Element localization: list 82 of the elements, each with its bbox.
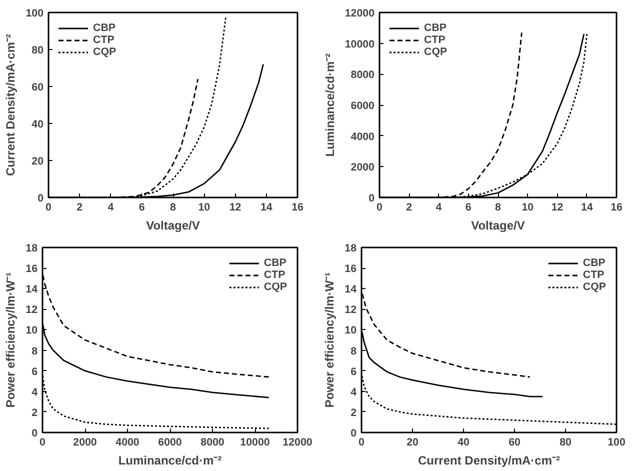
legend-label: CTP (93, 34, 114, 46)
y-tick-label: 14 (26, 284, 38, 296)
y-tick-label: 0 (38, 192, 44, 204)
y-tick-label: 8000 (350, 69, 375, 82)
y-tick-label: 80 (32, 44, 44, 56)
y-tick-label: 20 (32, 156, 44, 168)
y-tick-label: 18 (344, 242, 357, 254)
y-tick-label: 12 (26, 304, 38, 316)
legend-label: CBP (424, 22, 446, 34)
x-tick-label: 2000 (73, 436, 97, 448)
legend-label: CTP (582, 269, 604, 281)
x-tick-label: 100 (608, 436, 626, 448)
y-tick-label: 6 (350, 366, 357, 378)
y-axis-title: Luminance/cd·m⁻² (322, 53, 337, 157)
y-tick-label: 12 (344, 304, 357, 316)
x-tick-label: 0 (46, 202, 52, 214)
x-tick-label: 4000 (116, 436, 140, 448)
x-tick-label: 80 (560, 436, 572, 448)
y-axis-title: Current Density/mA·cm⁻² (4, 34, 18, 176)
y-tick-label: 0 (32, 428, 38, 440)
x-tick-label: 14 (260, 202, 272, 214)
legend-label: CQP (93, 46, 116, 58)
x-tick-label: 16 (610, 202, 622, 214)
x-axis-title: Voltage/V (146, 218, 200, 232)
x-tick-label: 12 (551, 202, 564, 214)
x-tick-label: 0 (376, 202, 383, 214)
y-tick-label: 8 (32, 345, 38, 358)
y-tick-label: 2000 (350, 162, 375, 174)
y-tick-label: 10 (344, 324, 357, 337)
x-tick-label: 10 (522, 202, 534, 214)
x-tick-label: 14 (580, 202, 593, 214)
y-tick-label: 2 (32, 406, 38, 419)
x-tick-label: 8000 (200, 436, 224, 448)
legend-label: CTP (264, 269, 286, 281)
x-tick-label: 16 (292, 202, 304, 214)
y-tick-label: 12000 (344, 8, 375, 20)
x-axis-title: Voltage/V (471, 218, 525, 232)
y-axis-title: Power efficiency/lm·W⁻¹ (4, 272, 18, 408)
legend-label: CQP (424, 46, 448, 58)
legend-label: CBP (582, 257, 606, 269)
y-tick-label: 40 (32, 118, 44, 130)
y-tick-label: 10000 (344, 38, 375, 50)
x-tick-label: 40 (458, 436, 470, 448)
x-tick-label: 8 (495, 202, 502, 214)
legend-label: CBP (93, 22, 116, 34)
y-tick-label: 4000 (350, 130, 375, 143)
x-tick-label: 2 (76, 202, 83, 214)
x-axis-title: Luminance/cd·m⁻² (118, 454, 222, 468)
x-tick-label: 60 (508, 436, 520, 448)
legend-label: CBP (264, 257, 286, 269)
x-tick-label: 20 (406, 436, 418, 448)
legend-label: CQP (264, 281, 287, 293)
x-tick-label: 6 (138, 202, 145, 214)
y-tick-label: 8 (350, 345, 357, 358)
y-tick-label: 6000 (350, 100, 375, 112)
y-tick-label: 100 (26, 8, 44, 20)
y-tick-label: 0 (350, 428, 357, 440)
x-tick-label: 4 (436, 202, 442, 214)
y-tick-label: 60 (32, 82, 44, 94)
y-tick-label: 10 (26, 324, 38, 337)
legend-label: CQP (582, 281, 606, 293)
x-tick-label: 6000 (158, 436, 182, 448)
y-axis-title: Power efficiency/lm·W⁻¹ (322, 272, 337, 408)
x-tick-label: 12000 (282, 436, 312, 448)
y-tick-label: 18 (26, 242, 38, 254)
y-tick-label: 6 (32, 366, 38, 378)
x-axis-title: Current Density/mA·cm⁻² (418, 454, 560, 468)
y-tick-label: 16 (344, 263, 357, 276)
y-tick-label: 0 (368, 192, 375, 204)
y-tick-label: 4 (32, 386, 38, 398)
y-tick-label: 16 (26, 263, 38, 276)
x-tick-label: 6 (465, 202, 472, 214)
x-tick-label: 10 (198, 202, 210, 214)
x-tick-label: 4 (108, 202, 114, 214)
y-tick-label: 14 (344, 284, 357, 296)
y-tick-label: 4 (350, 386, 357, 398)
x-tick-label: 2 (406, 202, 412, 214)
x-tick-label: 10000 (240, 436, 270, 448)
y-tick-label: 2 (350, 406, 357, 419)
x-tick-label: 8 (170, 202, 176, 214)
legend-label: CTP (424, 34, 446, 46)
x-tick-label: 12 (229, 202, 242, 214)
